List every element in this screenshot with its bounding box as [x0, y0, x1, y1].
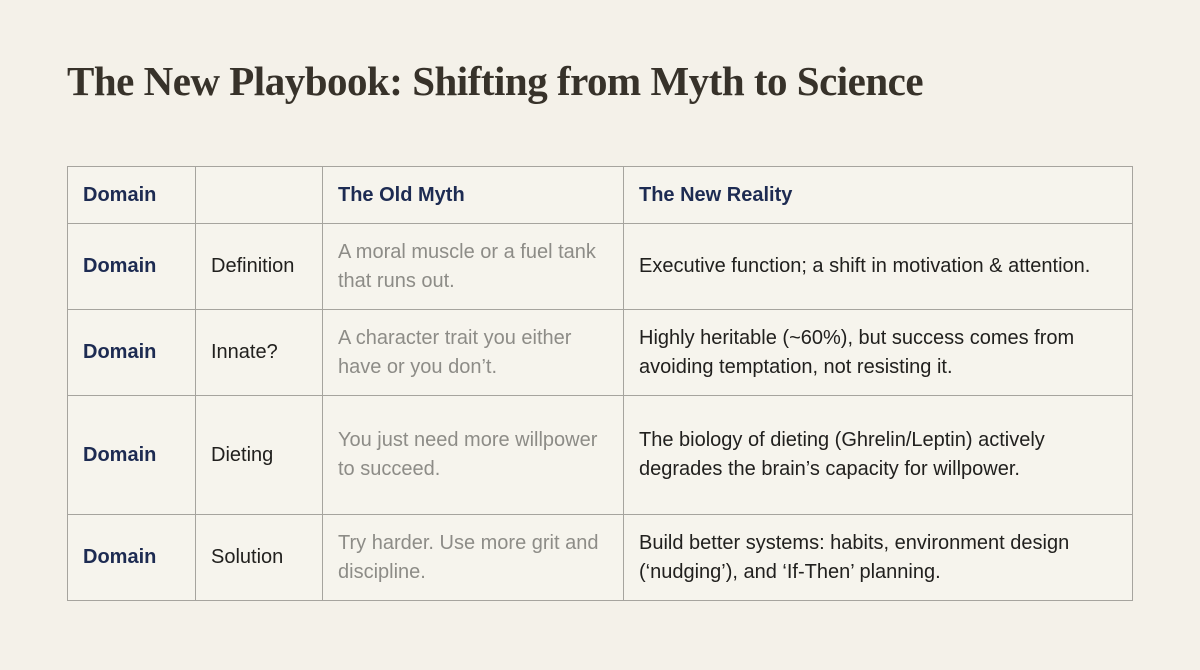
column-header-blank	[195, 166, 323, 224]
cell-label: Innate?	[195, 309, 323, 396]
cell-domain: Domain	[67, 395, 196, 515]
column-header-new-reality: The New Reality	[623, 166, 1133, 224]
column-header-domain: Domain	[67, 166, 196, 224]
cell-reality: Executive function; a shift in motivatio…	[623, 223, 1133, 310]
table-row-solution: Domain Solution Try harder. Use more gri…	[67, 514, 1133, 601]
table-header-row: Domain The Old Myth The New Reality	[67, 166, 1133, 224]
table-row-definition: Domain Definition A moral muscle or a fu…	[67, 223, 1133, 310]
cell-label: Definition	[195, 223, 323, 310]
cell-myth: You just need more willpower to succeed.	[322, 395, 624, 515]
myth-vs-science-table: Domain The Old Myth The New Reality Doma…	[67, 166, 1133, 601]
cell-label: Dieting	[195, 395, 323, 515]
cell-myth: A character trait you either have or you…	[322, 309, 624, 396]
cell-domain: Domain	[67, 514, 196, 601]
page-title: The New Playbook: Shifting from Myth to …	[67, 58, 924, 104]
cell-label: Solution	[195, 514, 323, 601]
table-row-dieting: Domain Dieting You just need more willpo…	[67, 395, 1133, 515]
cell-reality: Build better systems: habits, environmen…	[623, 514, 1133, 601]
cell-myth: Try harder. Use more grit and discipline…	[322, 514, 624, 601]
cell-myth: A moral muscle or a fuel tank that runs …	[322, 223, 624, 310]
cell-domain: Domain	[67, 309, 196, 396]
column-header-old-myth: The Old Myth	[322, 166, 624, 224]
cell-domain: Domain	[67, 223, 196, 310]
cell-reality: Highly heritable (~60%), but success com…	[623, 309, 1133, 396]
cell-reality: The biology of dieting (Ghrelin/Leptin) …	[623, 395, 1133, 515]
table-row-innate: Domain Innate? A character trait you eit…	[67, 309, 1133, 396]
